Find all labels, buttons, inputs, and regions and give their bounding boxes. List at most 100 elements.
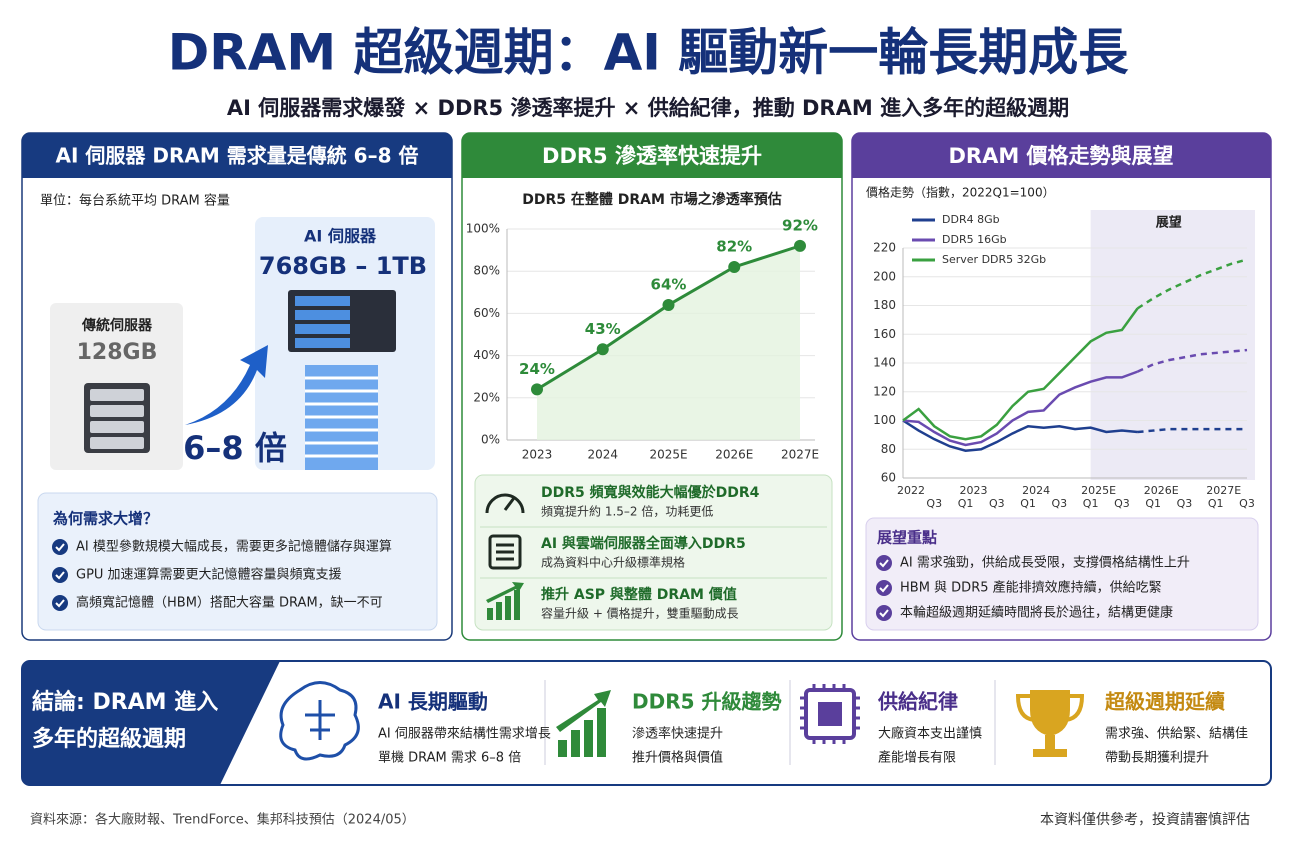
y-tick-label: 60 <box>881 471 896 485</box>
x-year-label: 2024 <box>1022 484 1050 497</box>
panel-title: DDR5 滲透率快速提升 <box>542 144 762 168</box>
x-tick-label: Q3 <box>1239 497 1255 510</box>
data-label: 92% <box>782 216 818 234</box>
check-icon <box>52 595 68 611</box>
check-icon <box>876 605 892 621</box>
x-tick-label: 2027E <box>781 448 819 462</box>
trad-server-icon <box>84 383 150 453</box>
x-tick-label: Q1 <box>1020 497 1036 510</box>
disclaimer: 本資料僅供參考，投資請審慎評估 <box>1040 812 1250 828</box>
forecast-line <box>1137 348 1248 373</box>
x-tick-label: 2024 <box>587 448 618 462</box>
check-icon <box>52 539 68 555</box>
y-tick-label: 40% <box>473 348 500 362</box>
source-note: 資料來源：各大廠財報、TrendForce、集邦科技預估（2024/05） <box>30 812 415 828</box>
multiplier: 6–8 倍 <box>183 429 287 467</box>
point <box>596 343 609 356</box>
x-tick-label: Q3 <box>1114 497 1130 510</box>
conclusion-item-line: 帶動長期獲利提升 <box>1105 750 1209 766</box>
x-tick-label: Q3 <box>1177 497 1193 510</box>
y-tick-label: 100% <box>466 222 500 236</box>
conclusion-item-line: 推升價格與價值 <box>632 750 723 766</box>
conclusion-item-title: AI 長期驅動 <box>378 690 488 714</box>
x-year-label: 2022 <box>897 484 925 497</box>
x-tick-label: Q1 <box>1208 497 1224 510</box>
y-tick-label: 160 <box>873 327 896 341</box>
gauge-icon <box>485 493 525 514</box>
feature-title: AI 與雲端伺服器全面導入DDR5 <box>541 535 746 552</box>
ai-capacity-stack <box>305 365 378 470</box>
data-label: 82% <box>716 237 752 255</box>
data-label: 43% <box>585 320 621 338</box>
x-tick-label: Q1 <box>1145 497 1161 510</box>
y-tick-label: 140 <box>873 356 896 370</box>
legend-label: DDR4 8Gb <box>942 213 1000 226</box>
y-tick-label: 0% <box>481 433 500 447</box>
line <box>902 307 1139 441</box>
highlights-title: 展望重點 <box>877 529 937 547</box>
y-tick-label: 80 <box>881 442 896 456</box>
panel-1-header <box>22 133 452 178</box>
conclusion-item-line: 需求強、供給緊、結構佳 <box>1105 727 1248 742</box>
ai-value: 768GB – 1TB <box>259 252 427 280</box>
axis-caption: 價格走勢（指數，2022Q1=100） <box>866 185 1055 200</box>
forecast-shade <box>1090 210 1255 480</box>
check-icon <box>879 609 889 618</box>
x-year-label: 2026E <box>1144 484 1179 497</box>
legend-label: DDR5 16Gb <box>942 233 1007 246</box>
growth-arrow <box>185 345 268 425</box>
area <box>537 245 800 440</box>
feature-desc: 容量升級 + 價格提升，雙重驅動成長 <box>541 606 739 621</box>
x-year-label: 2023 <box>960 484 988 497</box>
divider <box>480 526 827 579</box>
trophy-icon <box>1015 690 1085 757</box>
x-tick-label: 2023 <box>522 448 553 462</box>
forecast-line <box>1137 427 1247 434</box>
point <box>794 239 806 252</box>
x-tick-label: Q1 <box>958 497 974 510</box>
growth-icon <box>556 690 611 757</box>
point <box>662 298 675 311</box>
y-tick-label: 80% <box>473 264 500 278</box>
conclusion-item-line: 滲透率快速提升 <box>632 726 723 742</box>
feature-desc: 頻寬提升約 1.5–2 倍，功耗更低 <box>541 504 713 519</box>
legend-label: Server DDR5 32Gb <box>942 253 1046 266</box>
chart-title: DDR5 在整體 DRAM 市場之滲透率預估 <box>522 191 782 208</box>
y-tick-label: 200 <box>873 269 896 283</box>
trad-value: 128GB <box>77 340 158 365</box>
panel-3-header <box>852 133 1271 178</box>
check-icon <box>879 584 889 593</box>
y-tick-label: 60% <box>473 306 500 320</box>
data-label: 24% <box>519 360 555 378</box>
y-tick-label: 120 <box>873 384 896 398</box>
panel-2-header <box>462 133 842 178</box>
why-title: 為何需求大增？ <box>52 510 158 528</box>
divider <box>544 680 996 765</box>
forecast-line <box>1136 258 1248 310</box>
feature-title: 推升 ASP 與整體 DRAM 價值 <box>541 586 737 603</box>
ai-label: AI 伺服器 <box>304 227 377 246</box>
check-icon <box>876 580 892 596</box>
forecast-label: 展望 <box>1156 215 1182 231</box>
x-tick-label: 2026E <box>715 448 753 462</box>
data-label: 64% <box>651 275 687 293</box>
check-icon <box>55 599 65 608</box>
x-tick-label: Q3 <box>926 497 942 510</box>
conclusion-item-line: 產能增長有限 <box>878 750 956 766</box>
conclusion-item-title: 超級週期延續 <box>1104 690 1225 714</box>
conclusion-title: 結論: DRAM 進入 <box>32 689 218 715</box>
feature-desc: 成為資料中心升級標準規格 <box>541 555 685 570</box>
panel-title: DRAM 價格走勢與展望 <box>948 144 1173 168</box>
title: DRAM 超級週期：AI 驅動新一輪長期成長 <box>168 24 1130 82</box>
line <box>902 419 1138 452</box>
point <box>531 383 543 396</box>
unit-note: 單位：每台系統平均 DRAM 容量 <box>40 193 230 209</box>
y-tick-label: 100 <box>873 413 896 427</box>
conclusion-item-line: 單機 DRAM 需求 6–8 倍 <box>378 751 521 766</box>
y-tick-label: 220 <box>873 241 896 255</box>
y-tick-label: 180 <box>873 298 896 312</box>
conclusion-label-bg <box>22 661 280 785</box>
point <box>728 260 741 273</box>
